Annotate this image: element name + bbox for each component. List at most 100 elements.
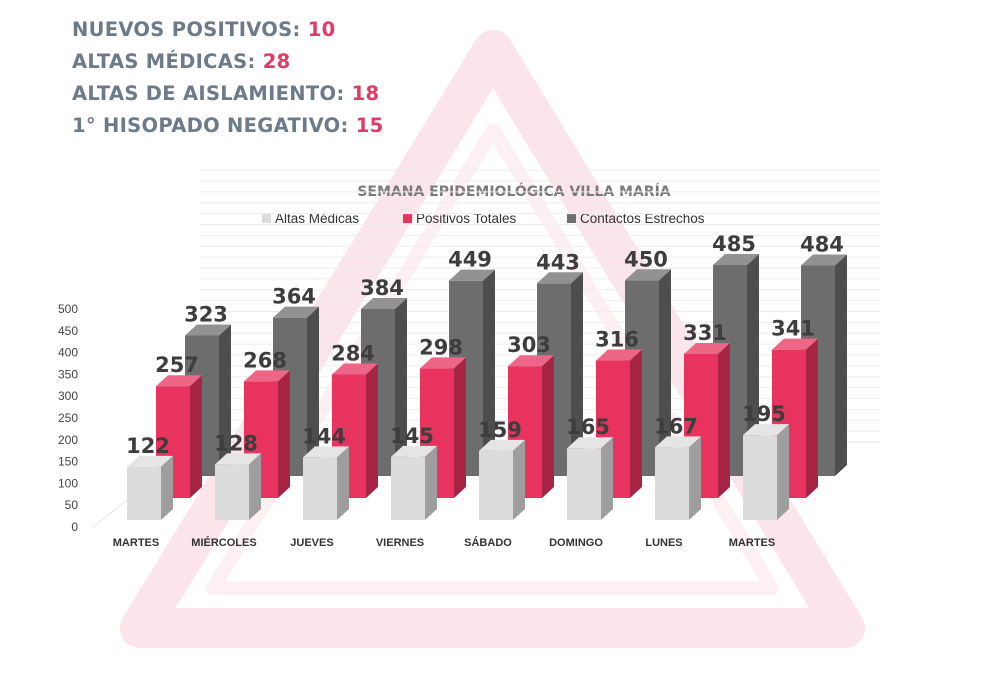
y-tick-label: 100 (58, 476, 78, 490)
bar-front (215, 464, 249, 520)
x-tick-label: LUNES (645, 537, 682, 549)
bar-top (303, 446, 349, 458)
bar-top (185, 324, 231, 336)
stat-altas-aislamiento: ALTAS DE AISLAMIENTO: 18 (72, 78, 384, 110)
bar-1-6 (684, 343, 730, 498)
x-axis: MARTES MIÉRCOLES JUEVES VIERNES SÁBADO DOMING… (113, 536, 775, 549)
legend-label-positivos: Positivos Totales (416, 211, 517, 226)
bar-side (366, 363, 378, 498)
data-label: 268 (243, 348, 287, 372)
bar-side (747, 254, 759, 476)
stats-panel: NUEVOS POSITIVOS: 10 ALTAS MÉDICAS: 28 A… (72, 14, 384, 142)
data-label: 159 (478, 418, 522, 442)
stat-altas-medicas: ALTAS MÉDICAS: 28 (72, 46, 384, 78)
bar-top (479, 439, 525, 451)
data-label: 323 (184, 302, 228, 326)
bar-0-5 (567, 437, 613, 520)
x-tick-label: SÁBADO (464, 536, 512, 549)
y-axis: 0 50 100 150 200 250 300 350 400 450 500 (58, 302, 78, 534)
bar-side (483, 269, 495, 476)
bar-top (713, 254, 759, 266)
stat-label: NUEVOS POSITIVOS: (72, 18, 301, 41)
data-label: 384 (360, 276, 404, 300)
stat-label: 1° HISOPADO NEGATIVO: (72, 114, 349, 137)
bar-side (542, 355, 554, 498)
legend-swatch-positivos (403, 214, 412, 223)
y-tick-label: 400 (58, 346, 78, 360)
bar-front (303, 457, 337, 520)
bar-top (537, 272, 583, 284)
bar-side (513, 439, 525, 520)
chart-title: SEMANA EPIDEMIOLÓGICA VILLA MARÍA (357, 182, 670, 200)
data-label: 484 (800, 232, 844, 256)
bar-top (772, 338, 818, 350)
bar-0-3 (391, 445, 437, 520)
legend-swatch-altas (262, 214, 271, 223)
bar-top (332, 363, 378, 375)
bar-side (835, 254, 847, 476)
data-label: 257 (155, 353, 199, 377)
bar-top (273, 306, 319, 318)
bar-top (420, 357, 466, 369)
stat-hisopado-negativo: 1° HISOPADO NEGATIVO: 15 (72, 110, 384, 142)
chart-bars (127, 254, 847, 520)
legend-label-altas: Altas Médicas (275, 211, 359, 226)
bar-side (337, 446, 349, 520)
bar-top (655, 436, 701, 448)
bar-side (630, 349, 642, 498)
data-label: 195 (742, 402, 786, 426)
stat-label: ALTAS DE AISLAMIENTO: (72, 82, 345, 105)
y-tick-label: 150 (58, 455, 78, 469)
bar-top (596, 349, 642, 361)
data-label: 443 (536, 250, 580, 274)
data-label: 450 (624, 247, 668, 271)
x-tick-label: VIERNES (376, 537, 424, 549)
y-tick-label: 200 (58, 433, 78, 447)
bar-front (127, 466, 161, 520)
data-label: 165 (566, 415, 610, 439)
x-tick-label: MARTES (113, 537, 159, 549)
x-tick-label: JUEVES (290, 537, 333, 549)
stat-value: 10 (307, 18, 336, 41)
stat-label: ALTAS MÉDICAS: (72, 50, 256, 73)
bar-top (361, 297, 407, 309)
bar-side (425, 445, 437, 520)
y-tick-label: 300 (58, 389, 78, 403)
bar-side (777, 424, 789, 520)
y-tick-label: 350 (58, 367, 78, 381)
bar-top (449, 269, 495, 281)
x-tick-label: DOMINGO (549, 537, 603, 549)
legend-swatch-contactos (567, 214, 576, 223)
data-label: 316 (595, 328, 639, 352)
bar-1-0 (156, 375, 202, 498)
data-label: 341 (771, 317, 815, 341)
bar-side (601, 437, 613, 520)
bar-side (190, 375, 202, 498)
bar-side (161, 455, 173, 520)
y-tick-label: 50 (65, 498, 79, 512)
bar-0-1 (215, 453, 261, 520)
data-label: 167 (654, 414, 698, 438)
bar-side (219, 324, 231, 476)
data-label: 145 (390, 424, 434, 448)
data-label: 144 (302, 424, 346, 448)
y-tick-label: 500 (58, 302, 78, 316)
bar-0-0 (127, 455, 173, 520)
data-label: 485 (712, 232, 756, 256)
bar-side (571, 272, 583, 476)
y-tick-label: 0 (71, 520, 78, 534)
bar-top (156, 375, 202, 387)
data-label: 128 (214, 431, 258, 455)
bar-top (508, 355, 554, 367)
bar-side (454, 357, 466, 498)
bar-top (743, 424, 789, 436)
data-label: 303 (507, 333, 551, 357)
legend-label-contactos: Contactos Estrechos (580, 211, 705, 226)
bar-front (391, 456, 425, 520)
bar-0-4 (479, 439, 525, 520)
bar-side (689, 436, 701, 520)
bar-top (127, 455, 173, 467)
bar-front (743, 435, 777, 520)
bar-top (625, 269, 671, 281)
